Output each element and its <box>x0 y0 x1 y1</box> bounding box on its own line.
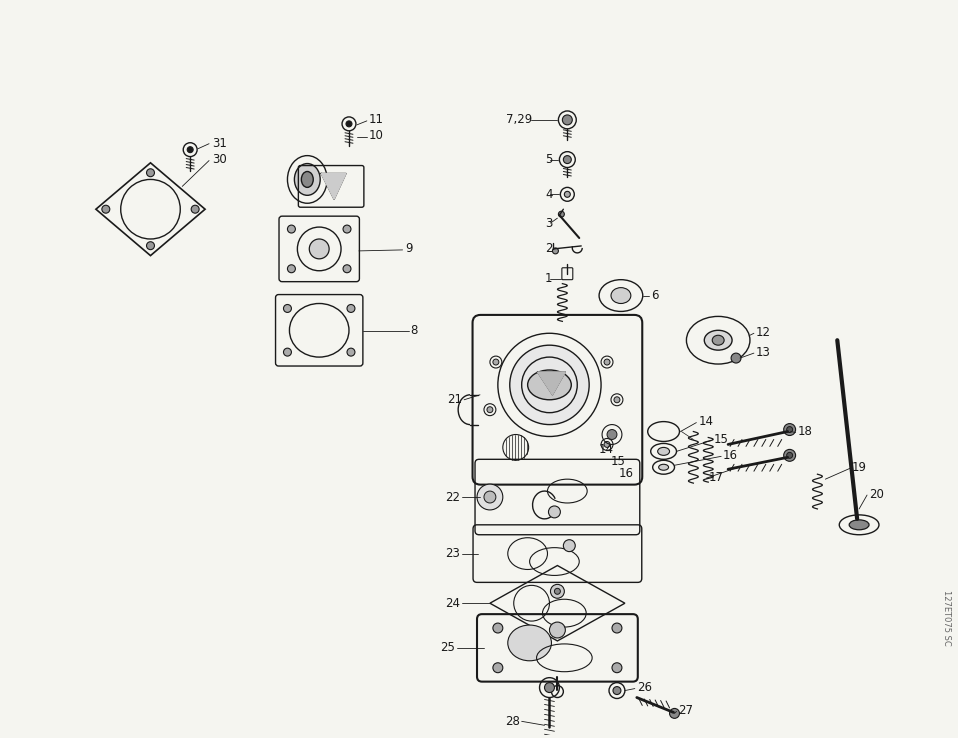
Text: 18: 18 <box>798 425 812 438</box>
Circle shape <box>784 424 795 435</box>
Circle shape <box>102 205 110 213</box>
Ellipse shape <box>712 335 724 345</box>
Circle shape <box>493 359 499 365</box>
Text: 31: 31 <box>212 137 227 151</box>
Circle shape <box>147 242 154 249</box>
Text: 3: 3 <box>545 217 553 230</box>
Circle shape <box>346 121 352 127</box>
Circle shape <box>343 265 351 273</box>
Text: 12: 12 <box>756 325 771 339</box>
Circle shape <box>787 452 792 458</box>
Circle shape <box>493 623 503 633</box>
Text: 19: 19 <box>853 461 867 474</box>
Text: 127ET075 SC: 127ET075 SC <box>942 590 951 646</box>
Text: 28: 28 <box>505 715 519 728</box>
Circle shape <box>510 345 589 424</box>
Circle shape <box>347 348 355 356</box>
Text: 27: 27 <box>678 704 694 717</box>
Circle shape <box>287 265 295 273</box>
Text: 23: 23 <box>445 547 460 560</box>
Text: 2: 2 <box>545 242 553 255</box>
Text: 13: 13 <box>756 345 771 359</box>
Circle shape <box>614 397 620 403</box>
Circle shape <box>551 584 564 599</box>
Text: 11: 11 <box>369 114 384 126</box>
Text: 7,29: 7,29 <box>507 114 533 126</box>
Ellipse shape <box>528 370 571 400</box>
Circle shape <box>787 427 792 432</box>
Circle shape <box>563 539 575 551</box>
Text: 15: 15 <box>611 455 626 468</box>
Circle shape <box>549 506 560 518</box>
Text: 20: 20 <box>869 488 884 500</box>
Circle shape <box>284 348 291 356</box>
Circle shape <box>187 147 194 153</box>
Ellipse shape <box>302 171 313 187</box>
Text: 10: 10 <box>369 129 384 142</box>
Text: 22: 22 <box>445 491 460 503</box>
Circle shape <box>544 683 555 692</box>
Circle shape <box>612 623 622 633</box>
Polygon shape <box>537 372 565 395</box>
Circle shape <box>612 663 622 673</box>
Ellipse shape <box>508 625 552 661</box>
Ellipse shape <box>294 164 320 196</box>
Circle shape <box>607 430 617 439</box>
Circle shape <box>487 407 493 413</box>
Ellipse shape <box>659 464 669 470</box>
Circle shape <box>553 248 559 254</box>
Text: 14: 14 <box>698 415 714 428</box>
Ellipse shape <box>657 447 670 455</box>
Text: 4: 4 <box>545 188 553 201</box>
Circle shape <box>784 449 795 461</box>
Ellipse shape <box>564 191 570 197</box>
Circle shape <box>343 225 351 233</box>
Text: 14: 14 <box>599 443 614 456</box>
Circle shape <box>731 353 741 363</box>
Circle shape <box>147 169 154 176</box>
Text: 25: 25 <box>441 641 455 655</box>
Text: 8: 8 <box>411 324 418 337</box>
Circle shape <box>670 708 679 718</box>
Text: 15: 15 <box>713 433 728 446</box>
Circle shape <box>613 686 621 694</box>
Text: 26: 26 <box>637 681 651 694</box>
Text: 9: 9 <box>405 242 413 255</box>
Text: 24: 24 <box>445 597 460 610</box>
Text: 5: 5 <box>545 153 553 166</box>
Text: 17: 17 <box>708 471 723 483</box>
Circle shape <box>284 305 291 312</box>
Ellipse shape <box>309 239 330 259</box>
Circle shape <box>562 115 572 125</box>
Circle shape <box>563 156 571 164</box>
Circle shape <box>604 441 610 447</box>
Text: 1: 1 <box>545 272 553 285</box>
Text: 6: 6 <box>650 289 658 302</box>
Circle shape <box>550 622 565 638</box>
Polygon shape <box>321 173 346 199</box>
Circle shape <box>477 484 503 510</box>
Ellipse shape <box>611 288 631 303</box>
Text: 21: 21 <box>447 393 462 406</box>
Ellipse shape <box>555 588 560 594</box>
Circle shape <box>347 305 355 312</box>
Text: 30: 30 <box>212 153 227 166</box>
Circle shape <box>192 205 199 213</box>
Ellipse shape <box>704 331 732 350</box>
Circle shape <box>559 211 564 217</box>
Circle shape <box>604 359 610 365</box>
Text: 16: 16 <box>723 449 739 462</box>
Ellipse shape <box>849 520 869 530</box>
Circle shape <box>484 491 496 503</box>
Text: 16: 16 <box>619 466 634 480</box>
Circle shape <box>287 225 295 233</box>
Circle shape <box>493 663 503 673</box>
